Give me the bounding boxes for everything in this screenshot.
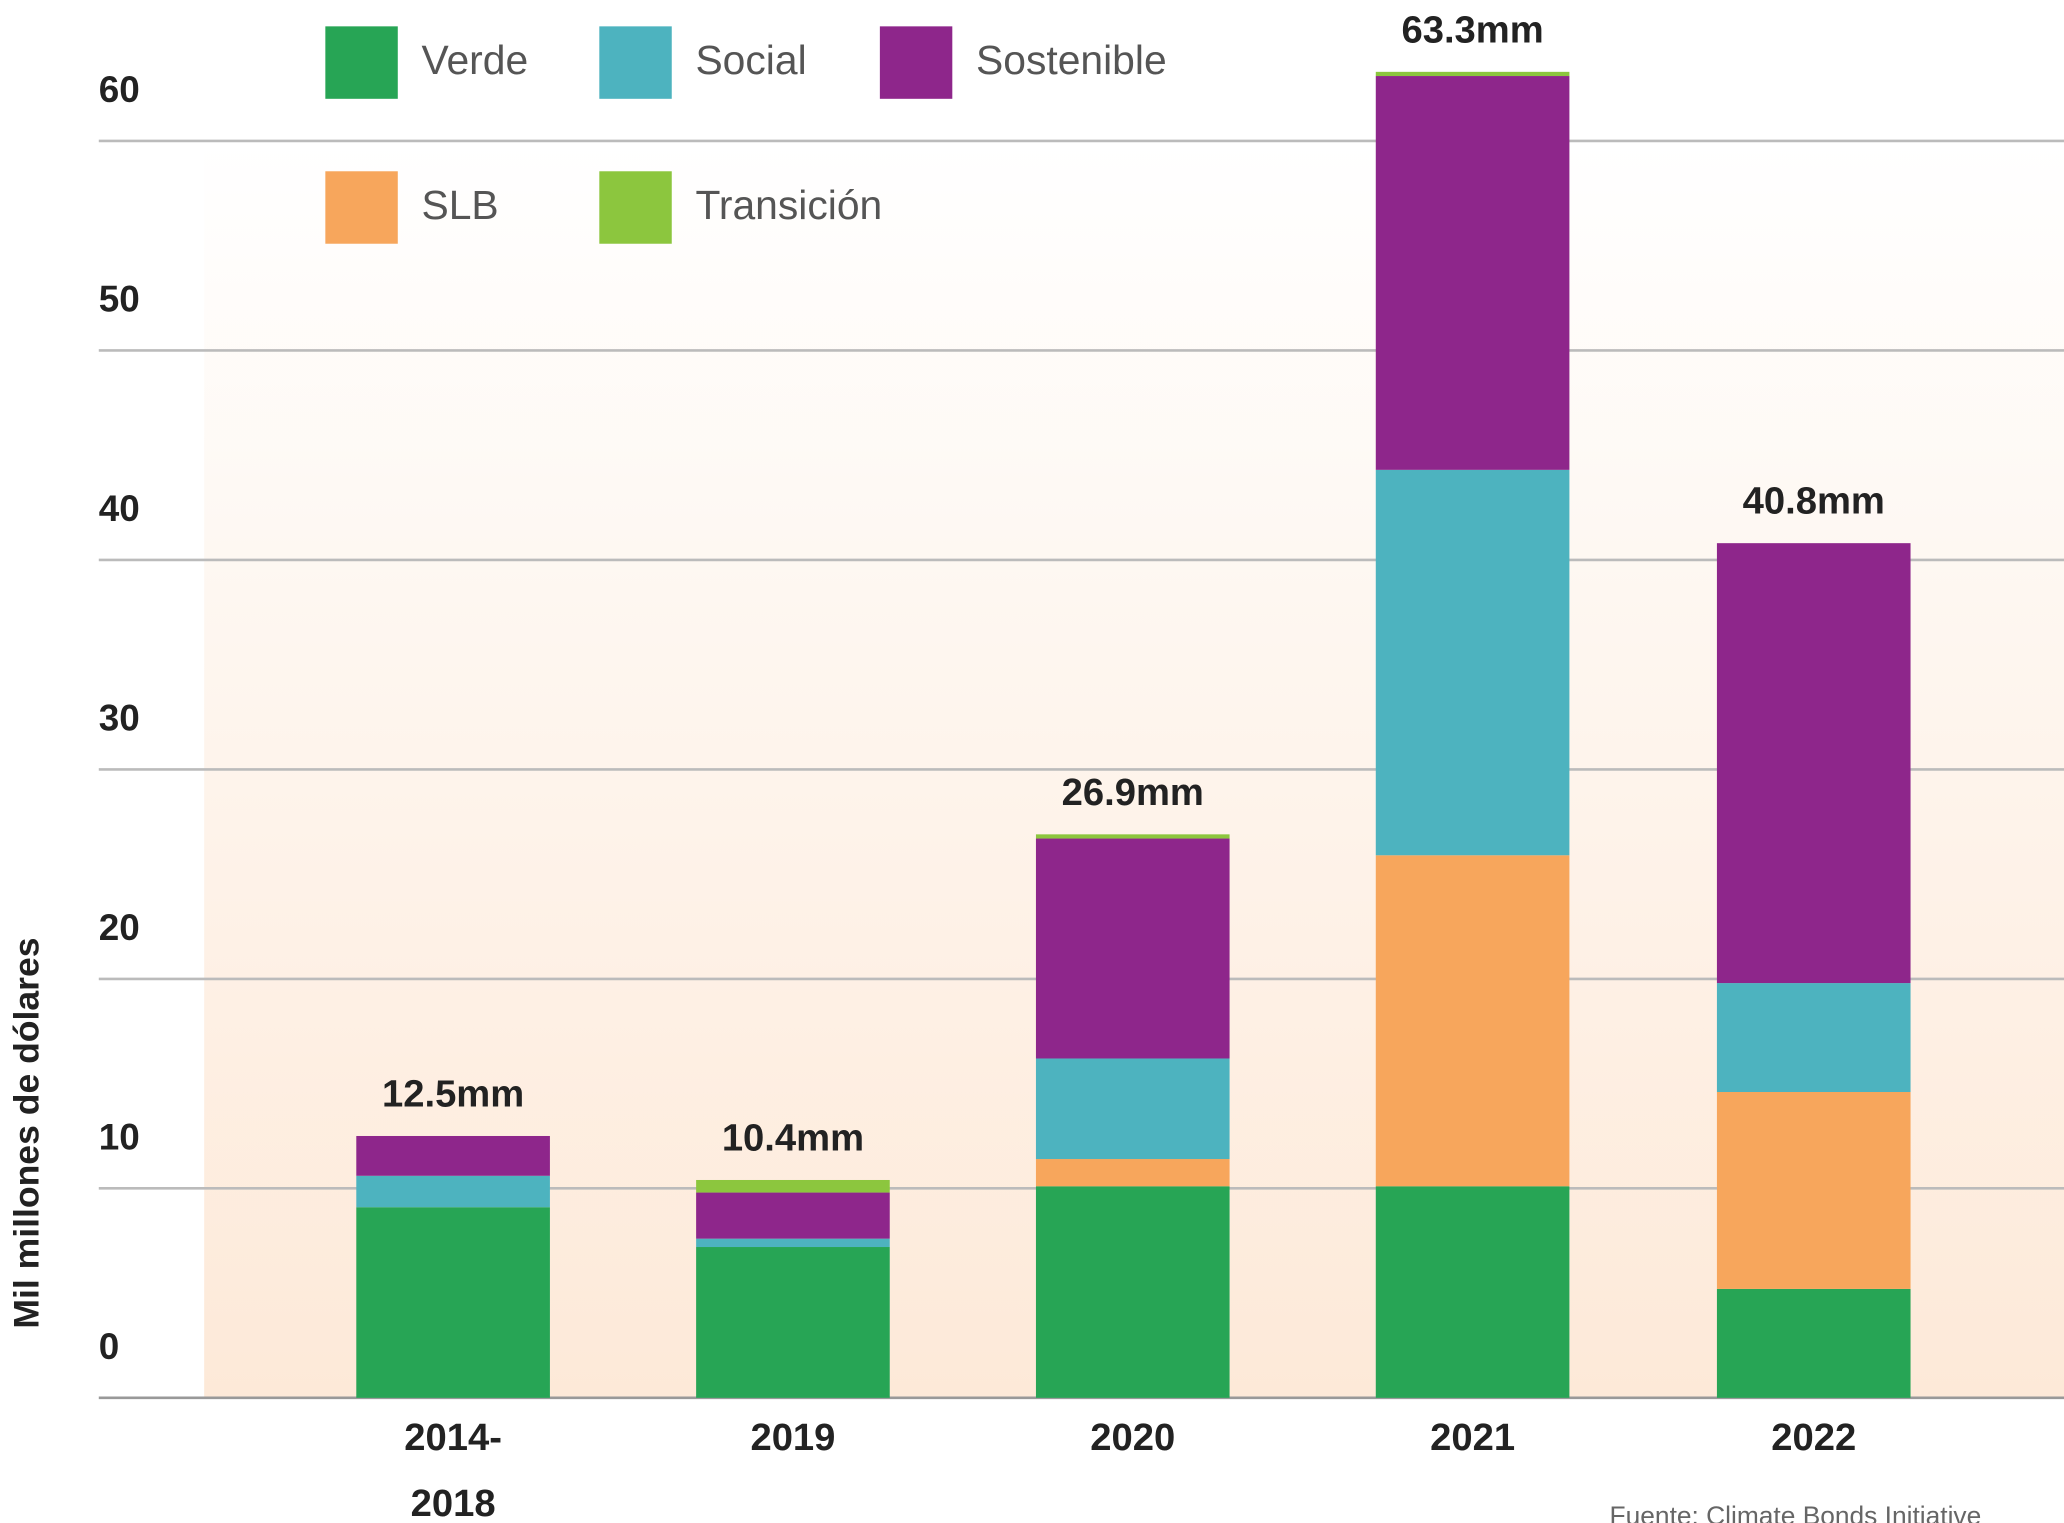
legend-label: Transición [695, 182, 882, 228]
bar-segment [1716, 983, 1911, 1093]
bar-segment [1375, 71, 1570, 77]
bar-segment [1035, 1159, 1230, 1187]
x-tick-label: 2020 [1090, 1416, 1175, 1459]
total-label: 40.8mm [1743, 480, 1885, 523]
legend-swatch [879, 26, 953, 99]
legend-label: Verde [421, 37, 528, 83]
bar-segment [356, 1207, 550, 1398]
total-label: 63.3mm [1401, 8, 1543, 51]
bar-segment [1375, 855, 1570, 1187]
legend-swatch [325, 171, 398, 244]
bar-segment [1035, 1058, 1230, 1160]
y-tick-label: 10 [99, 1116, 140, 1157]
x-tick-label: 2014-2018 [404, 1416, 502, 1523]
legend-swatch [599, 171, 672, 244]
bar-segment [1716, 543, 1911, 984]
legend-label: Social [695, 37, 806, 83]
bar-segment [1716, 1288, 1911, 1398]
bar-segment [696, 1179, 890, 1193]
x-tick-label: 2019 [750, 1416, 835, 1459]
y-tick-label: 50 [99, 278, 140, 319]
bar-segment [1716, 1092, 1911, 1289]
bar-segment [1375, 469, 1570, 856]
bar-segment [696, 1247, 890, 1398]
total-label: 10.4mm [722, 1117, 864, 1160]
source: Fuente: Climate Bonds Initiative [1610, 1501, 1982, 1523]
bar-segment [1035, 834, 1230, 839]
legend-label: SLB [421, 182, 498, 228]
bar-segment [356, 1175, 550, 1208]
y-tick-label: 60 [99, 69, 140, 110]
bar-segment [356, 1135, 550, 1176]
bar-segment [696, 1192, 890, 1239]
y-axis-label: Mil millones de dólares [6, 937, 46, 1328]
bar-segment [1035, 1186, 1230, 1398]
x-tick-label: 2021 [1430, 1416, 1515, 1459]
y-tick-label: 30 [99, 697, 140, 738]
y-tick-label: 0 [99, 1326, 120, 1367]
legend-swatch [599, 26, 672, 99]
legend-swatch [325, 26, 398, 99]
legend-label: Sostenible [976, 37, 1167, 83]
total-label: 12.5mm [382, 1073, 524, 1116]
x-tick-label: 2022 [1771, 1416, 1856, 1459]
bar-segment [1375, 76, 1570, 470]
bar-segment [1035, 838, 1230, 1059]
bar-segment [696, 1238, 890, 1248]
bar-segment [1375, 1186, 1570, 1398]
y-tick-label: 40 [99, 488, 140, 529]
y-tick-label: 20 [99, 907, 140, 948]
total-label: 26.9mm [1062, 771, 1204, 814]
